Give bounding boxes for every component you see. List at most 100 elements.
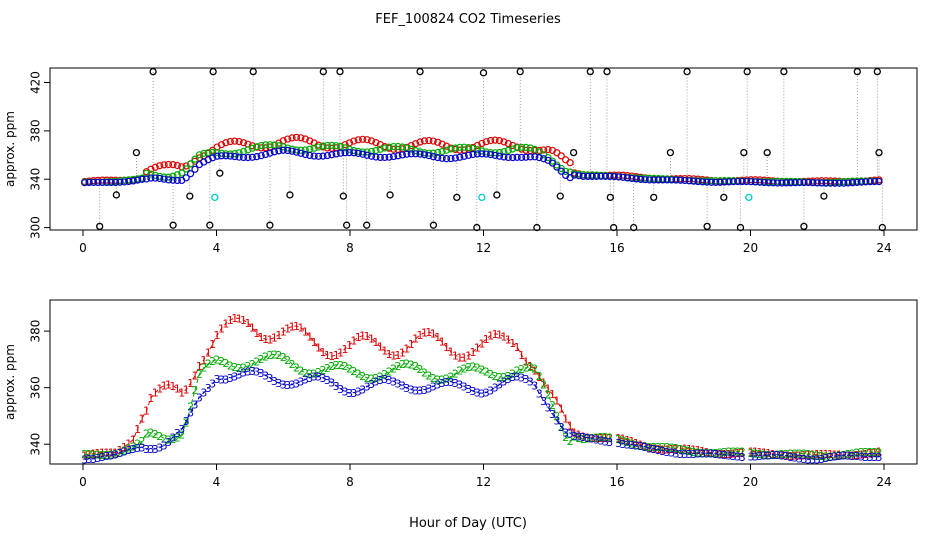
- top-x-tick-label: 8: [346, 241, 354, 255]
- bottom-series-3-label: 3: [244, 365, 251, 378]
- bottom-series-2-label: 2: [818, 450, 825, 463]
- top-series-3-points: [81, 146, 883, 187]
- bottom-series-2-label: 2: [853, 447, 860, 460]
- bottom-series-3-label: 3: [399, 380, 406, 393]
- bottom-series-3-label: 3: [858, 451, 865, 464]
- bottom-series-3-label: 3: [492, 382, 499, 395]
- top-series-2-point: [200, 149, 208, 157]
- bottom-series-3-label: 3: [571, 430, 578, 443]
- top-outlier-point: [132, 148, 141, 157]
- bottom-series-1-label: 1: [483, 333, 490, 346]
- bottom-series-1-label: 1: [492, 328, 499, 341]
- bottom-series-1-label: 1: [377, 341, 384, 354]
- top-series-3-point: [451, 154, 459, 162]
- top-series-1-point: [487, 136, 495, 145]
- bottom-series-1-label: 1: [222, 317, 229, 330]
- bottom-series-1-label: 1: [280, 326, 287, 339]
- top-series-2-point: [266, 141, 274, 149]
- bottom-series-3-label: 3: [831, 450, 838, 463]
- bottom-series-2-label: 2: [827, 450, 834, 463]
- top-outlier-point: [206, 221, 214, 229]
- bottom-series-2-label: 2: [589, 432, 596, 445]
- bottom-series-1-label: 1: [121, 441, 128, 454]
- bottom-series-2-label: 2: [342, 360, 349, 373]
- top-y-tick-label: 380: [29, 119, 43, 142]
- top-series-3-point: [809, 179, 817, 187]
- top-series-3-point: [513, 153, 521, 161]
- top-series-3-point: [288, 147, 296, 155]
- bottom-series-2-label: 2: [183, 417, 190, 430]
- top-outlier-point: [516, 67, 524, 76]
- bottom-series-1-label: 1: [624, 434, 631, 447]
- bottom-series-1-label: 1: [421, 327, 428, 340]
- bottom-series-2-label: 2: [531, 363, 538, 376]
- top-series-3-point: [111, 178, 120, 187]
- bottom-series-1-label: 1: [447, 346, 454, 359]
- bottom-series-2-label: 2: [721, 446, 728, 459]
- top-x-tick-label: 16: [609, 241, 624, 255]
- top-series-2-point: [191, 155, 199, 163]
- bottom-series-3-label: 3: [372, 376, 379, 389]
- top-series-1-point: [222, 139, 230, 147]
- top-series-2-point: [314, 143, 323, 151]
- top-series-3-point: [844, 179, 852, 187]
- bottom-series-1-label: 1: [487, 329, 494, 342]
- bottom-series-3-label: 3: [205, 382, 212, 395]
- bottom-series-2-label: 2: [311, 367, 318, 380]
- bottom-series-3-label: 3: [505, 373, 512, 386]
- bottom-series-2-label: 2: [271, 348, 278, 361]
- top-series-3-point: [257, 152, 265, 160]
- top-series-2-point: [279, 143, 287, 151]
- bottom-series-3-label: 3: [152, 443, 159, 456]
- bottom-series-3-label: 3: [187, 406, 194, 419]
- bottom-series-2-label: 2: [324, 362, 331, 375]
- top-series-3-point: [707, 178, 715, 186]
- bottom-series-2-label: 2: [836, 450, 843, 463]
- top-series-3-point: [760, 178, 768, 187]
- bottom-series-3-label: 3: [730, 450, 737, 463]
- top-series-1-point: [434, 138, 442, 146]
- top-x-tick-label: 24: [876, 241, 891, 255]
- bottom-series-1-label: 1: [434, 331, 441, 344]
- top-outlier-point: [112, 191, 121, 199]
- bottom-series-1-label: 1: [169, 380, 176, 393]
- top-outlier-point: [569, 148, 578, 157]
- bottom-series-2-label: 2: [862, 446, 869, 459]
- top-series-3-point: [862, 178, 870, 186]
- bottom-x-tick-label: 0: [79, 475, 87, 489]
- bottom-series-1-label: 1: [505, 334, 512, 347]
- bottom-series-3-label: 3: [240, 366, 247, 379]
- top-series-3-point: [482, 150, 490, 158]
- top-series-3-point: [716, 178, 724, 186]
- bottom-series-2-label: 2: [505, 370, 512, 383]
- bottom-series-3-label: 3: [262, 369, 269, 382]
- top-series-1-point: [495, 137, 504, 145]
- bottom-series-3-label: 3: [267, 372, 274, 385]
- bottom-series-2-label: 2: [161, 432, 168, 445]
- bottom-series-1-label: 1: [470, 346, 477, 359]
- bottom-series-2-label: 2: [615, 433, 622, 446]
- top-series-3-point: [818, 179, 826, 187]
- bottom-series-2-label: 2: [372, 372, 379, 385]
- bottom-series-3-label: 3: [703, 447, 710, 460]
- top-series-3-point: [275, 147, 283, 155]
- bottom-series-2-label: 2: [408, 358, 415, 371]
- top-series-3-point: [107, 178, 115, 187]
- top-outlier-lines: [99, 71, 883, 228]
- bottom-series-2-label: 2: [642, 441, 649, 454]
- bottom-series-3-label: 3: [770, 449, 777, 462]
- bottom-series-2-label: 2: [108, 449, 115, 462]
- top-series-3-point: [575, 172, 583, 180]
- top-series-2-point: [398, 143, 406, 151]
- bottom-series-3-label: 3: [514, 370, 521, 383]
- bottom-series-3-label: 3: [139, 441, 146, 454]
- top-series-3-point: [676, 176, 685, 184]
- top-series-2-point: [389, 142, 398, 151]
- bottom-series-1-label: 1: [178, 386, 185, 399]
- top-series-3-point: [822, 179, 830, 187]
- bottom-series-labels: 1111111111111111111111111111111111111111…: [81, 312, 882, 466]
- top-series-1-point: [288, 134, 296, 142]
- bottom-series-3-label: 3: [470, 385, 477, 398]
- bottom-series-1-label: 1: [324, 349, 331, 362]
- top-series-2-point: [500, 148, 508, 156]
